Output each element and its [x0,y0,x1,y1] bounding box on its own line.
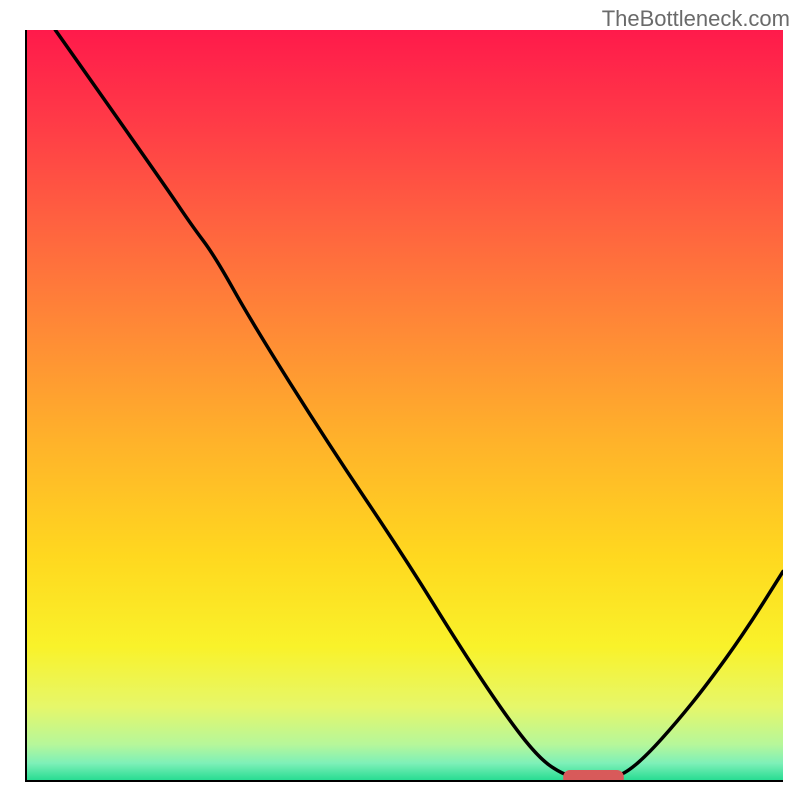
plot-area [25,30,783,782]
chart-svg [25,30,783,782]
chart-container: TheBottleneck.com [0,0,800,800]
watermark-text: TheBottleneck.com [602,6,790,32]
